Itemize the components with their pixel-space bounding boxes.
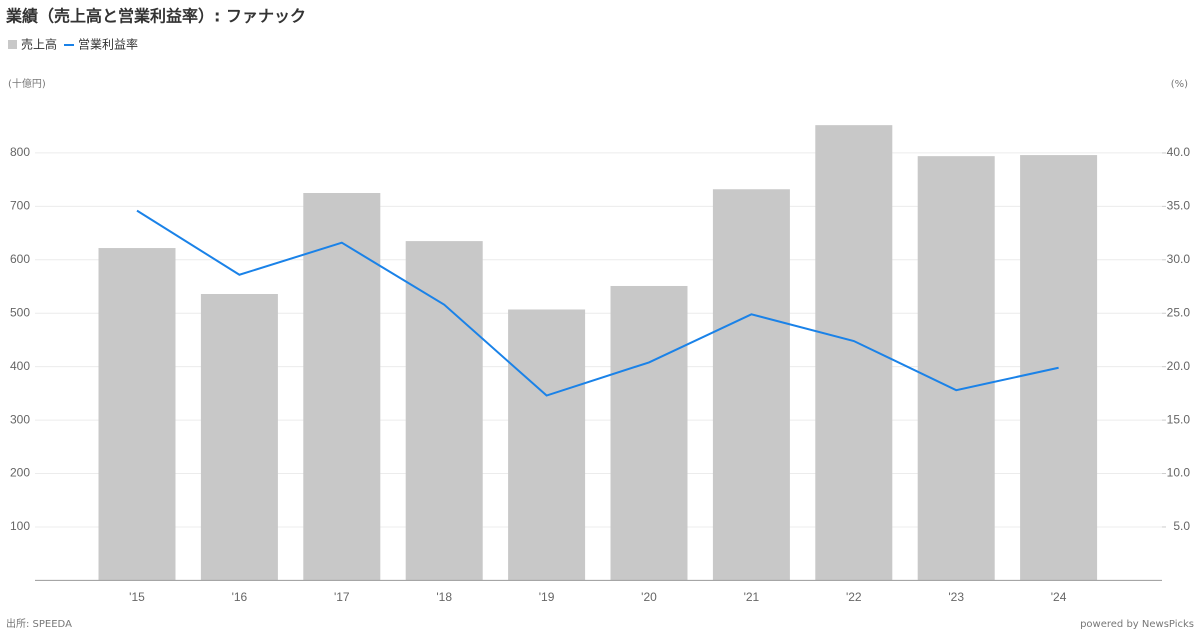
y-tick-label: 800: [10, 145, 30, 159]
x-tick-label: '20: [641, 590, 657, 604]
y2-tick-label: 10.0: [1167, 466, 1191, 480]
y2-axis-title: (%): [1171, 79, 1188, 90]
legend-label: 売上高: [21, 37, 57, 52]
credit: powered by NewsPicks: [1080, 619, 1194, 630]
y2-tick-label: 30.0: [1167, 252, 1191, 266]
x-tick-label: '23: [948, 590, 964, 604]
bar: [98, 248, 176, 581]
bar: [712, 189, 790, 581]
y2-tick-label: 35.0: [1167, 199, 1191, 213]
y2-tick-label: 20.0: [1167, 359, 1191, 373]
x-tick-label: '15: [129, 590, 145, 604]
x-tick-label: '21: [744, 590, 760, 604]
x-tick-label: '16: [232, 590, 248, 604]
y2-tick-label: 40.0: [1167, 145, 1191, 159]
bar: [610, 285, 688, 581]
y2-tick-label: 5.0: [1173, 519, 1190, 533]
x-tick-label: '22: [846, 590, 862, 604]
bar: [405, 241, 483, 581]
x-tick-label: '18: [436, 590, 452, 604]
source: 出所: SPEEDA: [6, 617, 72, 630]
legend-label: 営業利益率: [78, 37, 138, 52]
chart-title: 業績（売上高と営業利益率）: ファナック: [5, 7, 306, 26]
y-tick-label: 100: [10, 519, 30, 533]
legend-swatch: [8, 40, 17, 49]
bar: [815, 125, 893, 581]
bar: [917, 156, 995, 581]
x-tick-label: '17: [334, 590, 350, 604]
y2-tick-label: 15.0: [1167, 412, 1191, 426]
y-axis-title: (十億円): [8, 77, 46, 90]
bar: [508, 309, 586, 581]
y2-tick-label: 25.0: [1167, 305, 1191, 319]
y-tick-label: 400: [10, 359, 30, 373]
y-tick-label: 500: [10, 305, 30, 319]
x-tick-label: '24: [1051, 590, 1067, 604]
line: [136, 209, 1059, 397]
x-tick-label: '19: [539, 590, 555, 604]
y-tick-label: 300: [10, 412, 30, 426]
y-tick-label: 200: [10, 466, 30, 480]
bar: [200, 293, 278, 581]
y-tick-label: 600: [10, 252, 30, 266]
y-tick-label: 700: [10, 199, 30, 213]
